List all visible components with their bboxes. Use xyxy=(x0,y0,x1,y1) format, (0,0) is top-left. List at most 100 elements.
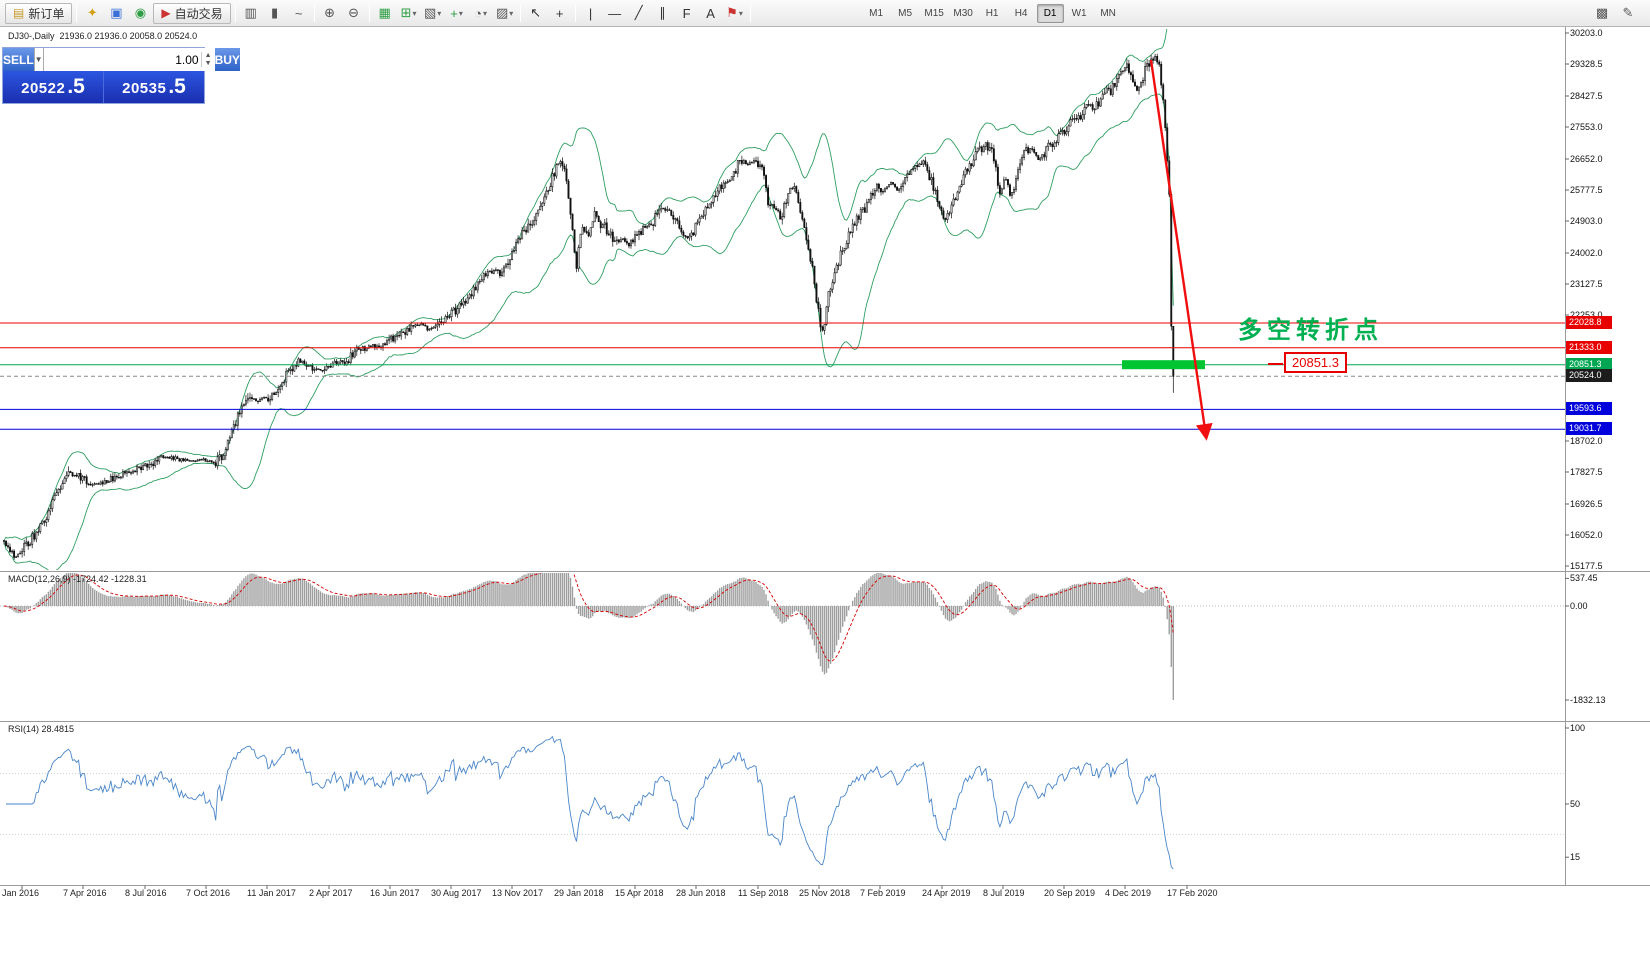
zoom-in-icon[interactable]: ⊕ xyxy=(318,3,342,24)
auto-trading-icon: ▶ xyxy=(161,6,171,20)
turning-point-annotation[interactable]: 多空转折点 xyxy=(1238,317,1383,344)
price-axis-tick: 28427.5 xyxy=(1570,91,1603,101)
timeframe-w1-button[interactable]: W1 xyxy=(1071,7,1087,19)
price-badge: 21333.0 xyxy=(1566,341,1612,354)
templates-icon: ▨ xyxy=(495,5,509,20)
arrows-icon[interactable]: ⚑ ▾ xyxy=(723,3,747,24)
equidistant-channel-icon[interactable]: ∥ xyxy=(651,3,675,24)
market-watch-icon: ▣ xyxy=(110,5,123,20)
rsi-axis-tick: 100 xyxy=(1570,723,1586,733)
toolbar-separator xyxy=(234,4,236,22)
rsi-axis-tick: 15 xyxy=(1570,852,1581,862)
toolbox-icon: ✦ xyxy=(86,5,98,20)
bar-chart-icon[interactable]: ▥ xyxy=(239,3,263,24)
toolbar-separator xyxy=(313,4,315,22)
dropdown-arrow-icon: ▾ xyxy=(738,8,743,18)
price-badge: 20524.0 xyxy=(1566,369,1612,382)
timeframe-h4-button[interactable]: H4 xyxy=(1014,7,1028,19)
new-chart-icon[interactable]: ⊞ ▾ xyxy=(397,3,421,24)
buy-price[interactable]: 20535 .5 xyxy=(103,71,204,103)
date-axis-label: 4 Dec 2019 xyxy=(1105,888,1152,898)
market-watch-icon[interactable]: ▣ xyxy=(104,3,128,24)
indicators-icon[interactable]: + ▾ xyxy=(445,3,469,24)
bar-chart-icon: ▥ xyxy=(244,5,257,20)
date-axis-label: 29 Jan 2018 xyxy=(554,888,604,898)
date-axis-label: 8 Jul 2016 xyxy=(125,888,167,898)
timeframe-m15-button[interactable]: M15 xyxy=(924,7,944,19)
new-order-button-label: 新订单 xyxy=(28,6,65,21)
buy-button[interactable]: BUY xyxy=(214,48,240,71)
auto-trading-button[interactable]: ▶ 自动交易 xyxy=(153,2,231,24)
chart-edit-icon[interactable]: ✎ xyxy=(1622,5,1634,20)
timeframe-m5-button[interactable]: M5 xyxy=(898,7,913,19)
chart-symbol-period: DJ30-,Daily xyxy=(8,31,55,41)
toolbar-separator xyxy=(368,4,370,22)
chart-shift-icon[interactable]: ▩ xyxy=(1595,5,1609,20)
price-badge: 19031.7 xyxy=(1566,422,1612,435)
price-axis-tick: 15177.5 xyxy=(1570,561,1603,571)
date-axis-label: 13 Nov 2017 xyxy=(492,888,544,898)
price-axis-tick: 17827.5 xyxy=(1570,467,1603,477)
sound-alert-icon: ◉ xyxy=(134,5,147,20)
line-chart-icon[interactable]: ~ xyxy=(287,3,311,24)
vertical-line-icon[interactable]: | xyxy=(579,3,603,24)
timeframe-m1-button[interactable]: M1 xyxy=(869,7,884,19)
date-axis-label: 17 Feb 2020 xyxy=(1167,888,1218,898)
date-axis-label: 28 Jun 2018 xyxy=(676,888,726,898)
cursor-icon[interactable]: ↖ xyxy=(524,3,548,24)
sound-alert-icon[interactable]: ◉ xyxy=(128,3,152,24)
date-axis-label: 30 Aug 2017 xyxy=(431,888,482,898)
date-axis-label: Jan 2016 xyxy=(2,888,40,898)
auto-trading-button-label: 自动交易 xyxy=(174,6,223,21)
zoom-out-icon[interactable]: ⊖ xyxy=(342,3,366,24)
timeframe-m30-button[interactable]: M30 xyxy=(953,7,973,19)
timeframe-mn-button[interactable]: MN xyxy=(1100,7,1116,19)
volume-stepper[interactable]: ▲ ▼ xyxy=(200,51,215,68)
date-axis-label: 15 Apr 2018 xyxy=(615,888,664,898)
buy-price-main: 20535 xyxy=(122,80,167,97)
periods-icon[interactable]: ◔ ▾ xyxy=(469,3,493,24)
rsi-indicator-label: RSI(14) 28.4815 xyxy=(8,724,75,734)
timeframe-h1-button[interactable]: H1 xyxy=(985,7,999,19)
crosshair-icon[interactable]: + xyxy=(548,3,572,24)
fibonacci-icon: F xyxy=(682,5,691,21)
date-axis-label: 11 Jan 2017 xyxy=(247,888,296,898)
date-axis-label: 25 Nov 2018 xyxy=(799,888,851,898)
templates-icon[interactable]: ▨ ▾ xyxy=(493,3,517,24)
text-label-icon[interactable]: A xyxy=(699,3,723,24)
toolbar-separator xyxy=(749,4,751,22)
price-badge: 19593.6 xyxy=(1566,402,1612,415)
date-axis-label: 7 Oct 2016 xyxy=(186,888,231,898)
tile-windows-icon[interactable]: ▦ xyxy=(373,3,397,24)
crosshair-icon: + xyxy=(555,5,564,21)
toolbox-icon[interactable]: ✦ xyxy=(80,3,104,24)
rsi-axis-tick: 50 xyxy=(1570,799,1581,809)
text-label-icon: A xyxy=(706,5,715,21)
macd-axis-tick: -1832.13 xyxy=(1570,695,1606,705)
fibonacci-icon[interactable]: F xyxy=(675,3,699,24)
timeframe-d1-button[interactable]: D1 xyxy=(1036,3,1064,23)
profiles-icon[interactable]: ▧ ▾ xyxy=(421,3,445,24)
price-tag-label[interactable]: 20851.3 xyxy=(1284,352,1347,373)
price-axis-tick: 26652.0 xyxy=(1570,154,1603,164)
horizontal-line-icon[interactable]: — xyxy=(603,3,627,24)
toolbar-separator xyxy=(519,4,521,22)
zoom-out-icon: ⊖ xyxy=(348,5,360,20)
trendline-icon[interactable]: ╱ xyxy=(627,3,651,24)
price-axis-tick: 29328.5 xyxy=(1570,59,1603,69)
volume-input[interactable] xyxy=(43,52,201,67)
new-order-button[interactable]: ▤ 新订单 xyxy=(5,2,73,24)
arrows-icon: ⚑ xyxy=(726,5,738,20)
sell-price[interactable]: 20522 .5 xyxy=(3,71,103,103)
price-axis-tick: 30203.0 xyxy=(1570,28,1603,38)
date-axis-label: 16 Jun 2017 xyxy=(370,888,420,898)
toolbar-separator xyxy=(76,4,78,22)
date-axis-label: 20 Sep 2019 xyxy=(1044,888,1096,898)
volume-preset-dropdown[interactable]: ▼ xyxy=(33,48,44,71)
dropdown-arrow-icon: ▾ xyxy=(483,8,488,18)
candlestick-chart-icon[interactable]: ▮ xyxy=(263,3,287,24)
price-badge: 22028.8 xyxy=(1566,316,1612,329)
price-axis-tick: 16926.5 xyxy=(1570,499,1603,509)
sell-button[interactable]: SELL xyxy=(3,48,34,71)
